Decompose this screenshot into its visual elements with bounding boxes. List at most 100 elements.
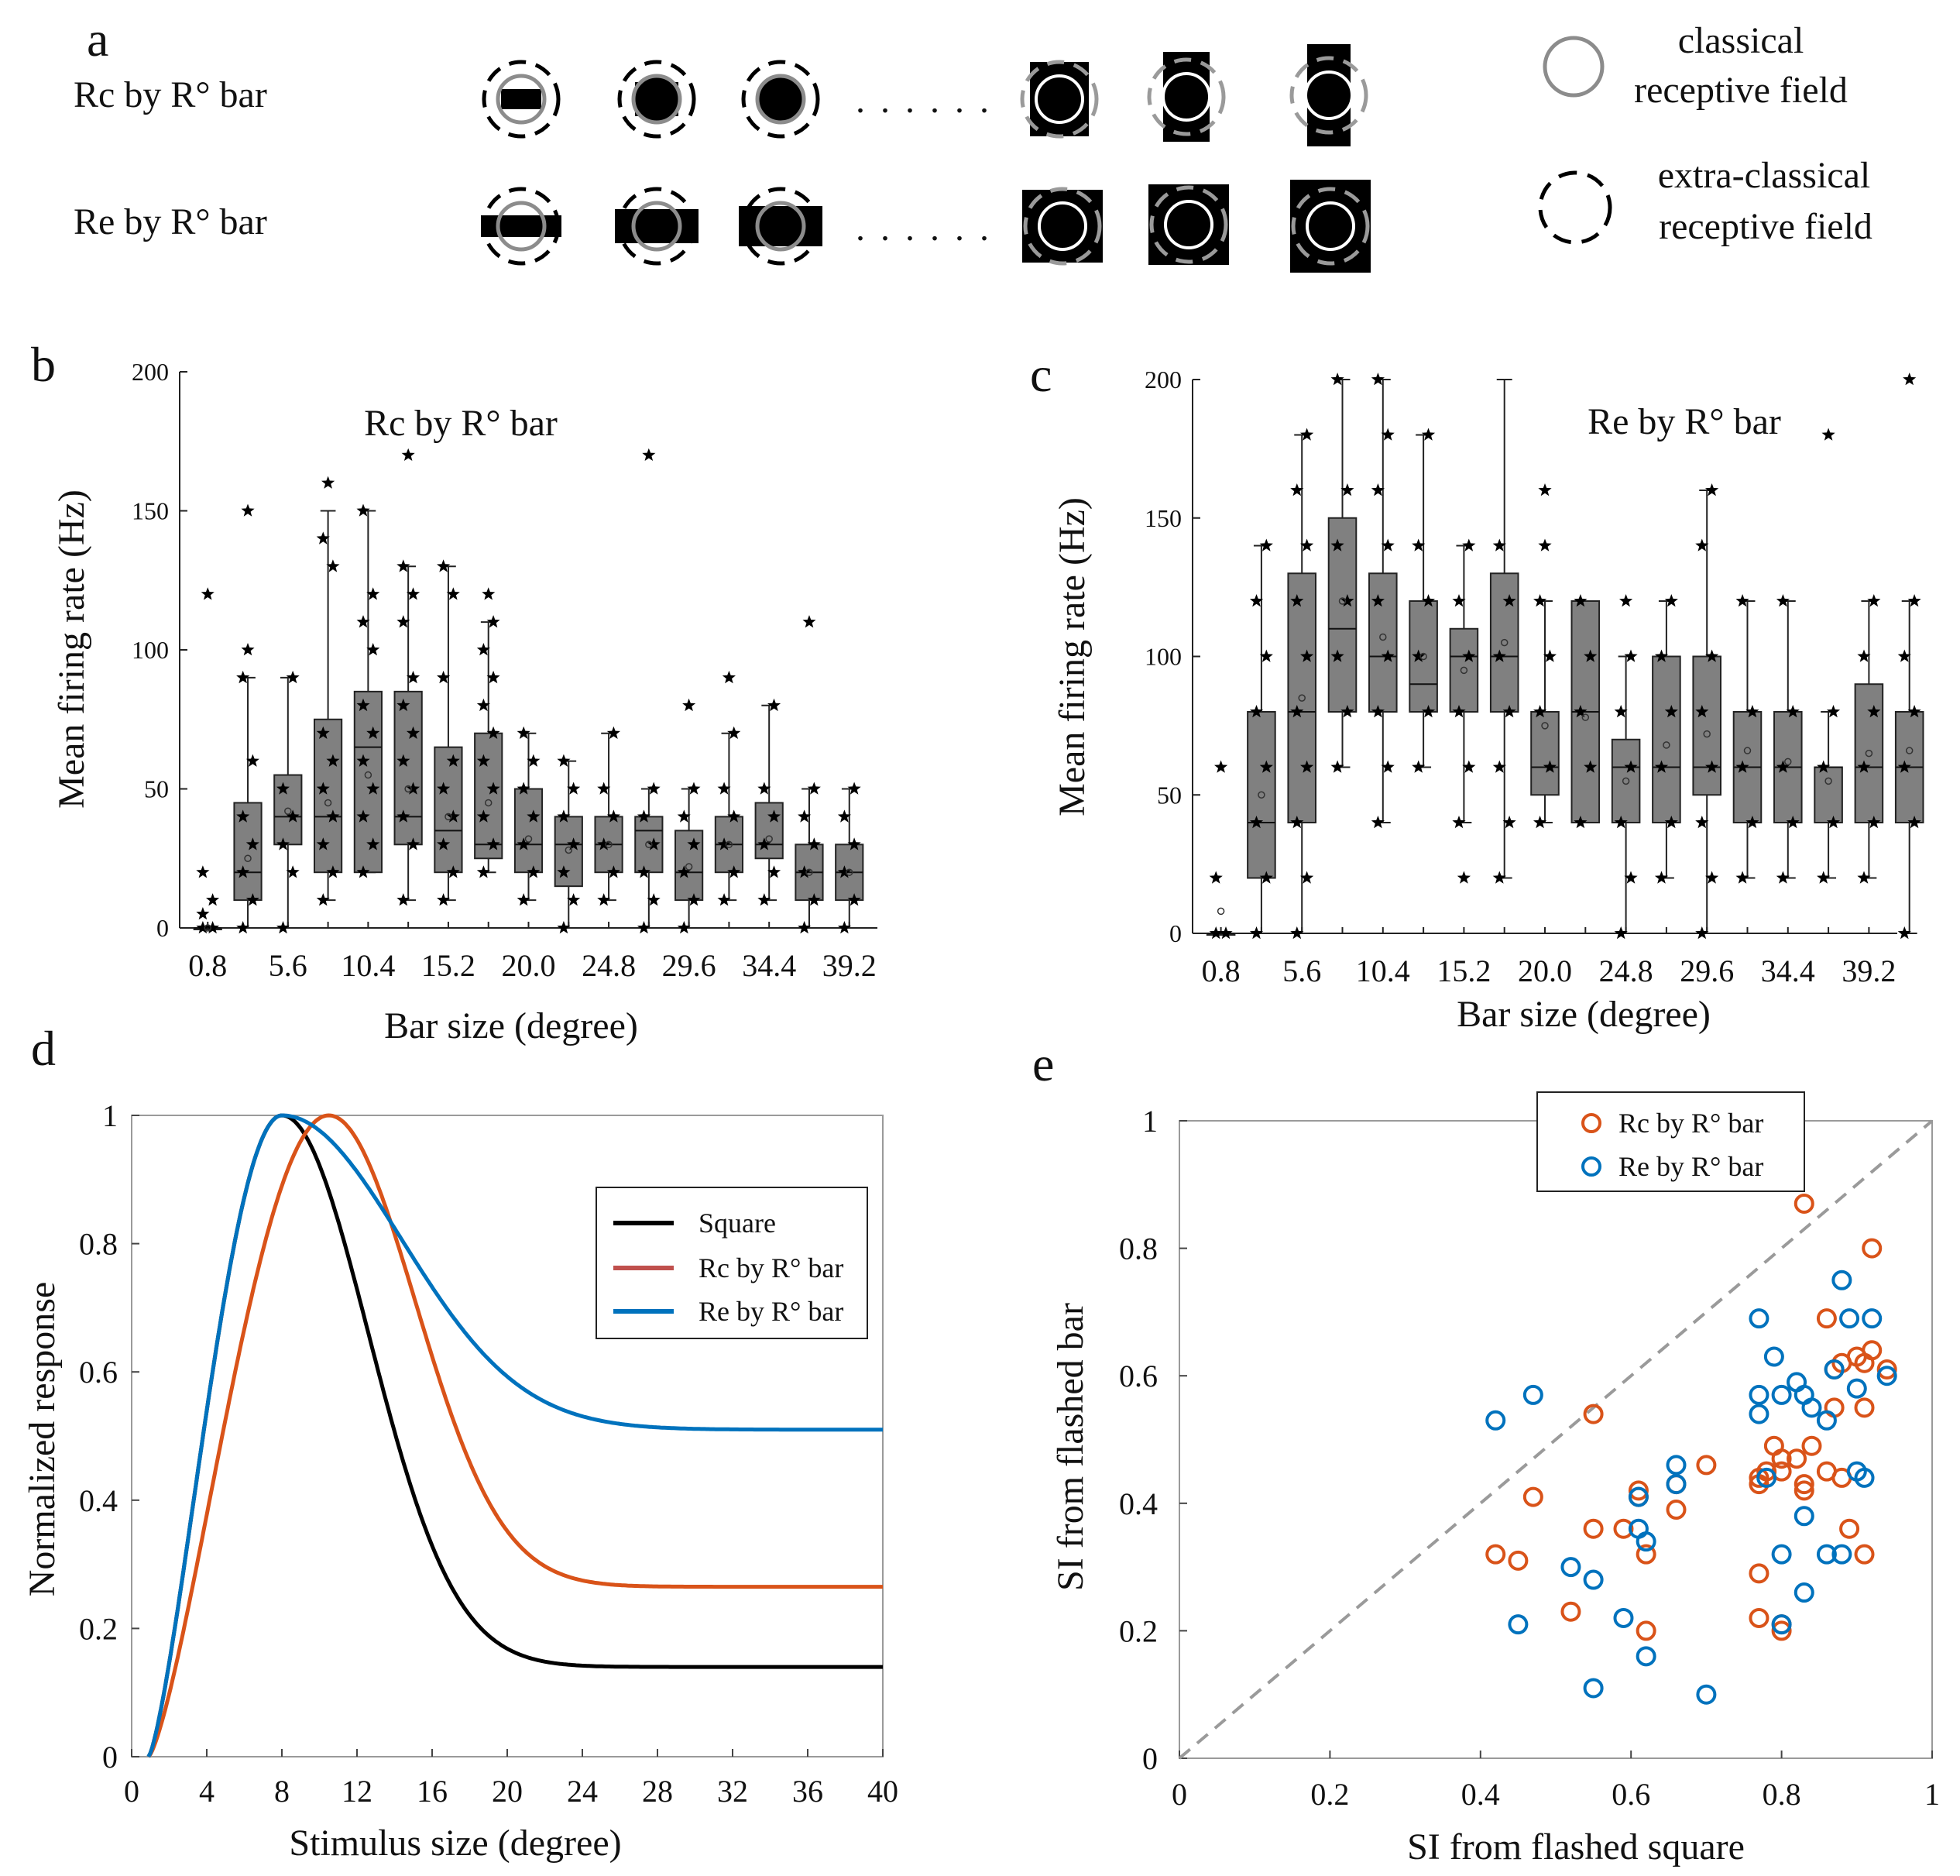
legend-label-e-0: Rc by R° bar	[1618, 1108, 1763, 1139]
data-point-c	[1907, 816, 1921, 829]
x-tick-label-b: 39.2	[822, 948, 877, 983]
outlier-b	[241, 643, 255, 656]
x-tick-label-b: 0.8	[188, 948, 227, 983]
data-point-b	[567, 893, 581, 906]
x-tick-label-d: 4	[199, 1774, 215, 1809]
data-point-b	[446, 809, 460, 823]
x-tick-label-b: 29.6	[662, 948, 716, 983]
data-point-b	[245, 754, 259, 767]
data-point-c	[1695, 816, 1709, 829]
scatter-point-e-1	[1749, 1384, 1769, 1405]
data-point-b	[486, 670, 500, 684]
mean-marker-c	[1217, 907, 1225, 916]
mean-marker-b	[404, 785, 412, 793]
x-tick-label-d: 12	[342, 1774, 372, 1809]
mean-marker-c	[1622, 777, 1630, 785]
data-point-c	[1340, 483, 1354, 496]
data-point-b	[847, 782, 861, 795]
data-point-c	[1492, 871, 1506, 884]
y-tick-label-c: 0	[1169, 919, 1182, 947]
mean-marker-b	[445, 813, 452, 821]
x-tick-label-b: 34.4	[742, 948, 796, 983]
data-point-b	[446, 865, 460, 878]
data-point-c	[1381, 649, 1395, 662]
outlier-b	[682, 698, 696, 712]
data-point-b	[366, 587, 380, 600]
box-c	[1854, 683, 1884, 823]
scatter-point-e-0	[1787, 1448, 1807, 1469]
scatter-point-e-1	[1839, 1308, 1860, 1329]
mean-marker-c	[1824, 777, 1832, 785]
box-b	[233, 802, 263, 902]
data-point-b	[396, 698, 410, 712]
data-point-c	[1340, 705, 1354, 718]
y-tick-label-d: 0	[102, 1740, 118, 1775]
mean-marker-b	[284, 807, 292, 815]
x-tick-label-c: 39.2	[1842, 953, 1896, 988]
x-tick-label-b: 15.2	[421, 948, 475, 983]
data-point-c	[1664, 594, 1678, 607]
data-point-c	[1897, 649, 1911, 662]
data-point-c	[1786, 816, 1800, 829]
data-point-c	[1259, 649, 1273, 662]
data-point-c	[1735, 594, 1749, 607]
x-tick-label-b: 5.6	[269, 948, 307, 983]
data-point-b	[356, 698, 370, 712]
mean-marker-b	[605, 840, 613, 849]
data-point-c	[1695, 538, 1709, 551]
scatter-point-e-1	[1560, 1557, 1581, 1578]
x-tick-label-c: 5.6	[1282, 953, 1321, 988]
x-tick-label-c: 34.4	[1761, 953, 1815, 988]
xlabel-c: Bar size (degree)	[1457, 994, 1711, 1035]
row2-label: Re by R° bar	[74, 201, 267, 242]
mean-marker-b	[765, 835, 773, 843]
data-point-c	[1462, 760, 1476, 773]
scatter-point-e-1	[1854, 1467, 1875, 1488]
data-point-b	[727, 726, 741, 739]
y-tick-label-b: 0	[156, 914, 169, 942]
data-point-b	[807, 782, 821, 795]
y-tick-label-d: 0.6	[79, 1355, 118, 1390]
data-point-c	[1300, 428, 1314, 441]
x-tick-label-e: 0.8	[1763, 1777, 1801, 1812]
data-point-b	[316, 726, 330, 739]
scatter-point-e-0	[1756, 1461, 1777, 1482]
data-point-c	[1330, 760, 1344, 773]
data-point-c	[1907, 705, 1921, 718]
x-tick-label-e: 0.4	[1461, 1777, 1500, 1812]
data-point-b	[597, 837, 611, 850]
y-tick-label-c: 200	[1145, 366, 1182, 393]
data-point-c	[1381, 428, 1395, 441]
data-point-b	[606, 865, 620, 878]
data-point-b	[517, 837, 530, 850]
mean-marker-c	[1905, 747, 1914, 754]
data-point-c	[1371, 816, 1385, 829]
y-tick-label-c: 100	[1145, 643, 1182, 671]
box-b	[474, 732, 503, 860]
data-point-b	[597, 893, 611, 906]
data-point-b	[316, 782, 330, 795]
outlier-b	[722, 670, 736, 684]
scatter-point-e-0	[1522, 1486, 1543, 1507]
panel-e: e 0 0.2 0.4 0.6 0.8 1 0 0.2 0.4 0.6 0.8 1 Rc by R° b…	[1032, 1036, 1940, 1867]
scatter-point-e-1	[1756, 1467, 1777, 1488]
scatter-point-e-0	[1560, 1601, 1581, 1622]
x-tick-label-b: 20.0	[502, 948, 556, 983]
data-point-b	[798, 921, 812, 934]
data-point-b	[567, 782, 581, 795]
outlier-c	[1821, 428, 1835, 441]
data-point-c	[1300, 871, 1314, 884]
data-point-b	[687, 837, 701, 850]
ylabel-e: SI from flashed bar	[1050, 1303, 1091, 1591]
scatter-point-e-1	[1636, 1531, 1656, 1552]
data-point-b	[366, 726, 380, 739]
stimulus-rc-1	[482, 60, 561, 139]
data-point-b	[567, 837, 581, 850]
data-point-c	[1705, 649, 1719, 662]
scatter-point-e-1	[1666, 1455, 1687, 1476]
mean-marker-b	[565, 846, 573, 854]
mean-marker-b	[645, 840, 653, 849]
data-point-b	[326, 865, 340, 878]
boxplot-rc: 0 50 100 150 200 0.8 5.6 10.4 15.2 20.0 24.8 29.6 34…	[132, 358, 877, 983]
box-c	[1652, 655, 1681, 823]
